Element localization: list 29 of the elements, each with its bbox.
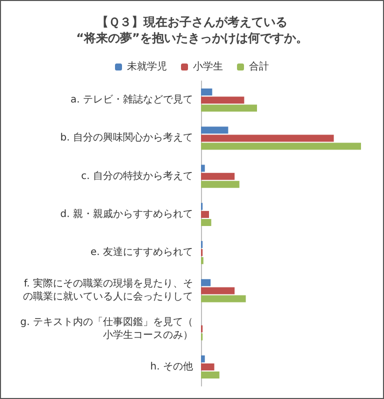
bar bbox=[201, 104, 257, 112]
bar bbox=[201, 287, 235, 294]
bar bbox=[201, 180, 240, 188]
bar bbox=[201, 172, 235, 180]
bar bbox=[201, 210, 209, 218]
bar bbox=[201, 355, 205, 362]
chart-title: 【Ｑ３】現在お子さんが考えている “将来の夢”を抱いたきっかけは何ですか。 bbox=[76, 15, 308, 45]
legend-label: 小学生 bbox=[193, 60, 223, 72]
bar bbox=[201, 88, 212, 96]
y-tick-label: f. 実際にその職業の現場を見たり、その職業に就いている人に会ったりして bbox=[23, 278, 193, 303]
bar bbox=[201, 96, 244, 104]
y-tick-label: h. その他 bbox=[150, 360, 193, 372]
bar bbox=[201, 363, 214, 370]
legend-label: 合計 bbox=[249, 60, 269, 72]
y-tick-label: a. テレビ・雑誌などで見て bbox=[70, 94, 193, 106]
bar bbox=[201, 164, 205, 172]
y-tick-label: b. 自分の興味関心から考えて bbox=[60, 132, 193, 144]
y-tick-label: d. 親・親戚からすすめられて bbox=[60, 208, 193, 220]
bar bbox=[201, 126, 228, 134]
bar bbox=[201, 218, 212, 226]
y-tick-label: c. 自分の特技から考えて bbox=[81, 170, 193, 182]
legend-label: 未就学児 bbox=[127, 60, 167, 72]
y-tick-label: g. テキスト内の「仕事図鑑」を見て（小学生コースのみ） bbox=[20, 316, 193, 341]
bar bbox=[201, 142, 361, 150]
bar bbox=[201, 279, 211, 286]
bar bbox=[201, 295, 246, 302]
y-tick-label: e. 友達にすすめられて bbox=[90, 246, 193, 258]
bar bbox=[201, 371, 220, 378]
bar bbox=[201, 134, 334, 142]
